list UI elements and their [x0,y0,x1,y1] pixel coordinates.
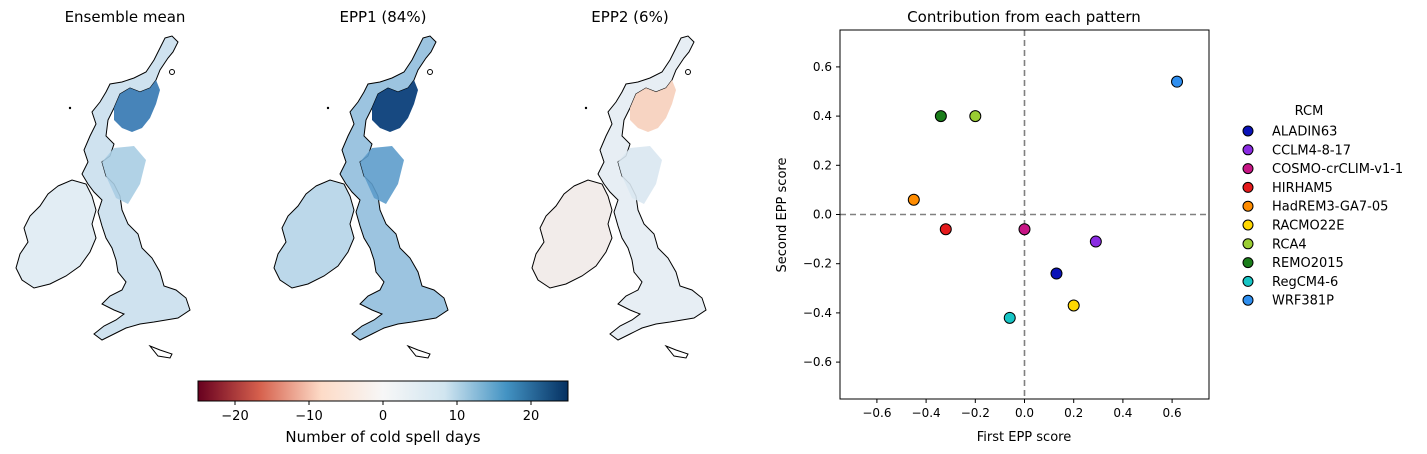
legend: ALADIN63 CCLM4-8-17 COSMO-crCLIM-v1-1 HIRHA… [1242,125,1403,309]
legend-marker [1242,200,1254,212]
northern-england-shading [618,146,662,204]
point-rca4 [969,110,982,123]
map-title-epp2: EPP2 (6%) [591,8,669,26]
plot-frame [839,29,1210,400]
legend-label: COSMO-crCLIM-v1-1 [1272,162,1403,177]
x-axis-label: First EPP score [977,430,1071,445]
legend-label: ALADIN63 [1272,125,1337,140]
point-hirham5 [939,223,952,236]
island-outline [584,106,588,110]
northern-england-shading [102,146,146,204]
legend-marker [1242,219,1254,231]
legend-label: RACMO22E [1272,219,1344,234]
colorbar-gradient [197,380,569,402]
y-tick-label: −0.6 [803,355,832,369]
island-outline [148,344,173,359]
y-tick-label: 0.0 [813,208,832,222]
point-cclm4-8-17 [1089,235,1102,248]
legend-label: HadREM3-GA7-05 [1272,200,1388,215]
great-britain-outline [81,35,191,341]
legend-marker [1242,163,1254,175]
map-title-ensemble-mean: Ensemble mean [64,8,186,26]
legend-label: RegCM4-6 [1272,275,1338,290]
scottish-highlands-shading [630,80,676,132]
island-outline [406,344,431,359]
colorbar-label: Number of cold spell days [285,428,481,446]
island-outline [169,69,175,75]
colorbar-tick-label: 10 [449,409,466,424]
island-outline [68,106,72,110]
island-outline [427,69,433,75]
island-outline [326,106,330,110]
point-remo2015 [934,110,947,123]
y-tick-label: 0.2 [813,158,832,172]
colorbar-tick-label: 0 [379,409,387,424]
x-tick-label: 0.2 [1064,406,1083,420]
legend-marker [1242,125,1254,137]
epp1-map [273,35,449,359]
x-tick-label: 0.0 [1015,406,1034,420]
colorbar-tick-label: 20 [523,409,540,424]
ireland-outline [273,179,355,289]
colorbar-tick-label: −20 [221,409,248,424]
legend-title: RCM [1295,104,1324,119]
point-racmo22e [1067,299,1080,312]
point-wrf381p [1171,75,1184,88]
great-britain-outline [597,35,707,341]
y-tick-label: 0.4 [813,109,832,123]
colorbar: −20 −10 0 10 20 [197,380,569,424]
y-tick-label: −0.4 [803,306,832,320]
island-outline [664,344,689,359]
legend-marker [1242,181,1254,193]
epp-score-scatter: Contribution from each pattern First EPP… [775,8,1403,445]
scottish-highlands-shading [372,80,418,132]
legend-marker [1242,294,1254,306]
legend-marker [1242,144,1254,156]
great-britain-outline [339,35,449,341]
x-tick-label: 0.4 [1113,406,1132,420]
legend-label: HIRHAM5 [1272,181,1333,196]
scottish-highlands-shading [114,80,160,132]
legend-marker [1242,257,1254,269]
legend-label: RCA4 [1272,237,1307,252]
x-tick-label: −0.6 [862,406,891,420]
point-regcm4-6 [1003,311,1016,324]
point-hadrem3-ga7-05 [907,193,920,206]
legend-marker [1242,275,1254,287]
island-outline [685,69,691,75]
point-cosmo-crclim-v1-1 [1018,223,1031,236]
colorbar-tick-label: −10 [295,409,322,424]
map-title-epp1: EPP1 (84%) [339,8,427,26]
ireland-outline [531,179,613,289]
ireland-outline [15,179,97,289]
legend-label: CCLM4-8-17 [1272,143,1351,158]
chart-title: Contribution from each pattern [907,8,1141,26]
x-tick-label: −0.4 [912,406,941,420]
northern-england-shading [360,146,404,204]
point-aladin63 [1050,267,1063,280]
y-tick-label: −0.2 [803,257,832,271]
legend-marker [1242,238,1254,250]
y-tick-label: 0.6 [813,60,832,74]
x-tick-label: 0.6 [1163,406,1182,420]
y-axis-label: Second EPP score [775,158,790,273]
legend-label: WRF381P [1272,294,1334,309]
ensemble-mean-map [15,35,191,359]
epp2-map [531,35,707,359]
x-tick-label: −0.2 [961,406,990,420]
legend-label: REMO2015 [1272,256,1344,271]
